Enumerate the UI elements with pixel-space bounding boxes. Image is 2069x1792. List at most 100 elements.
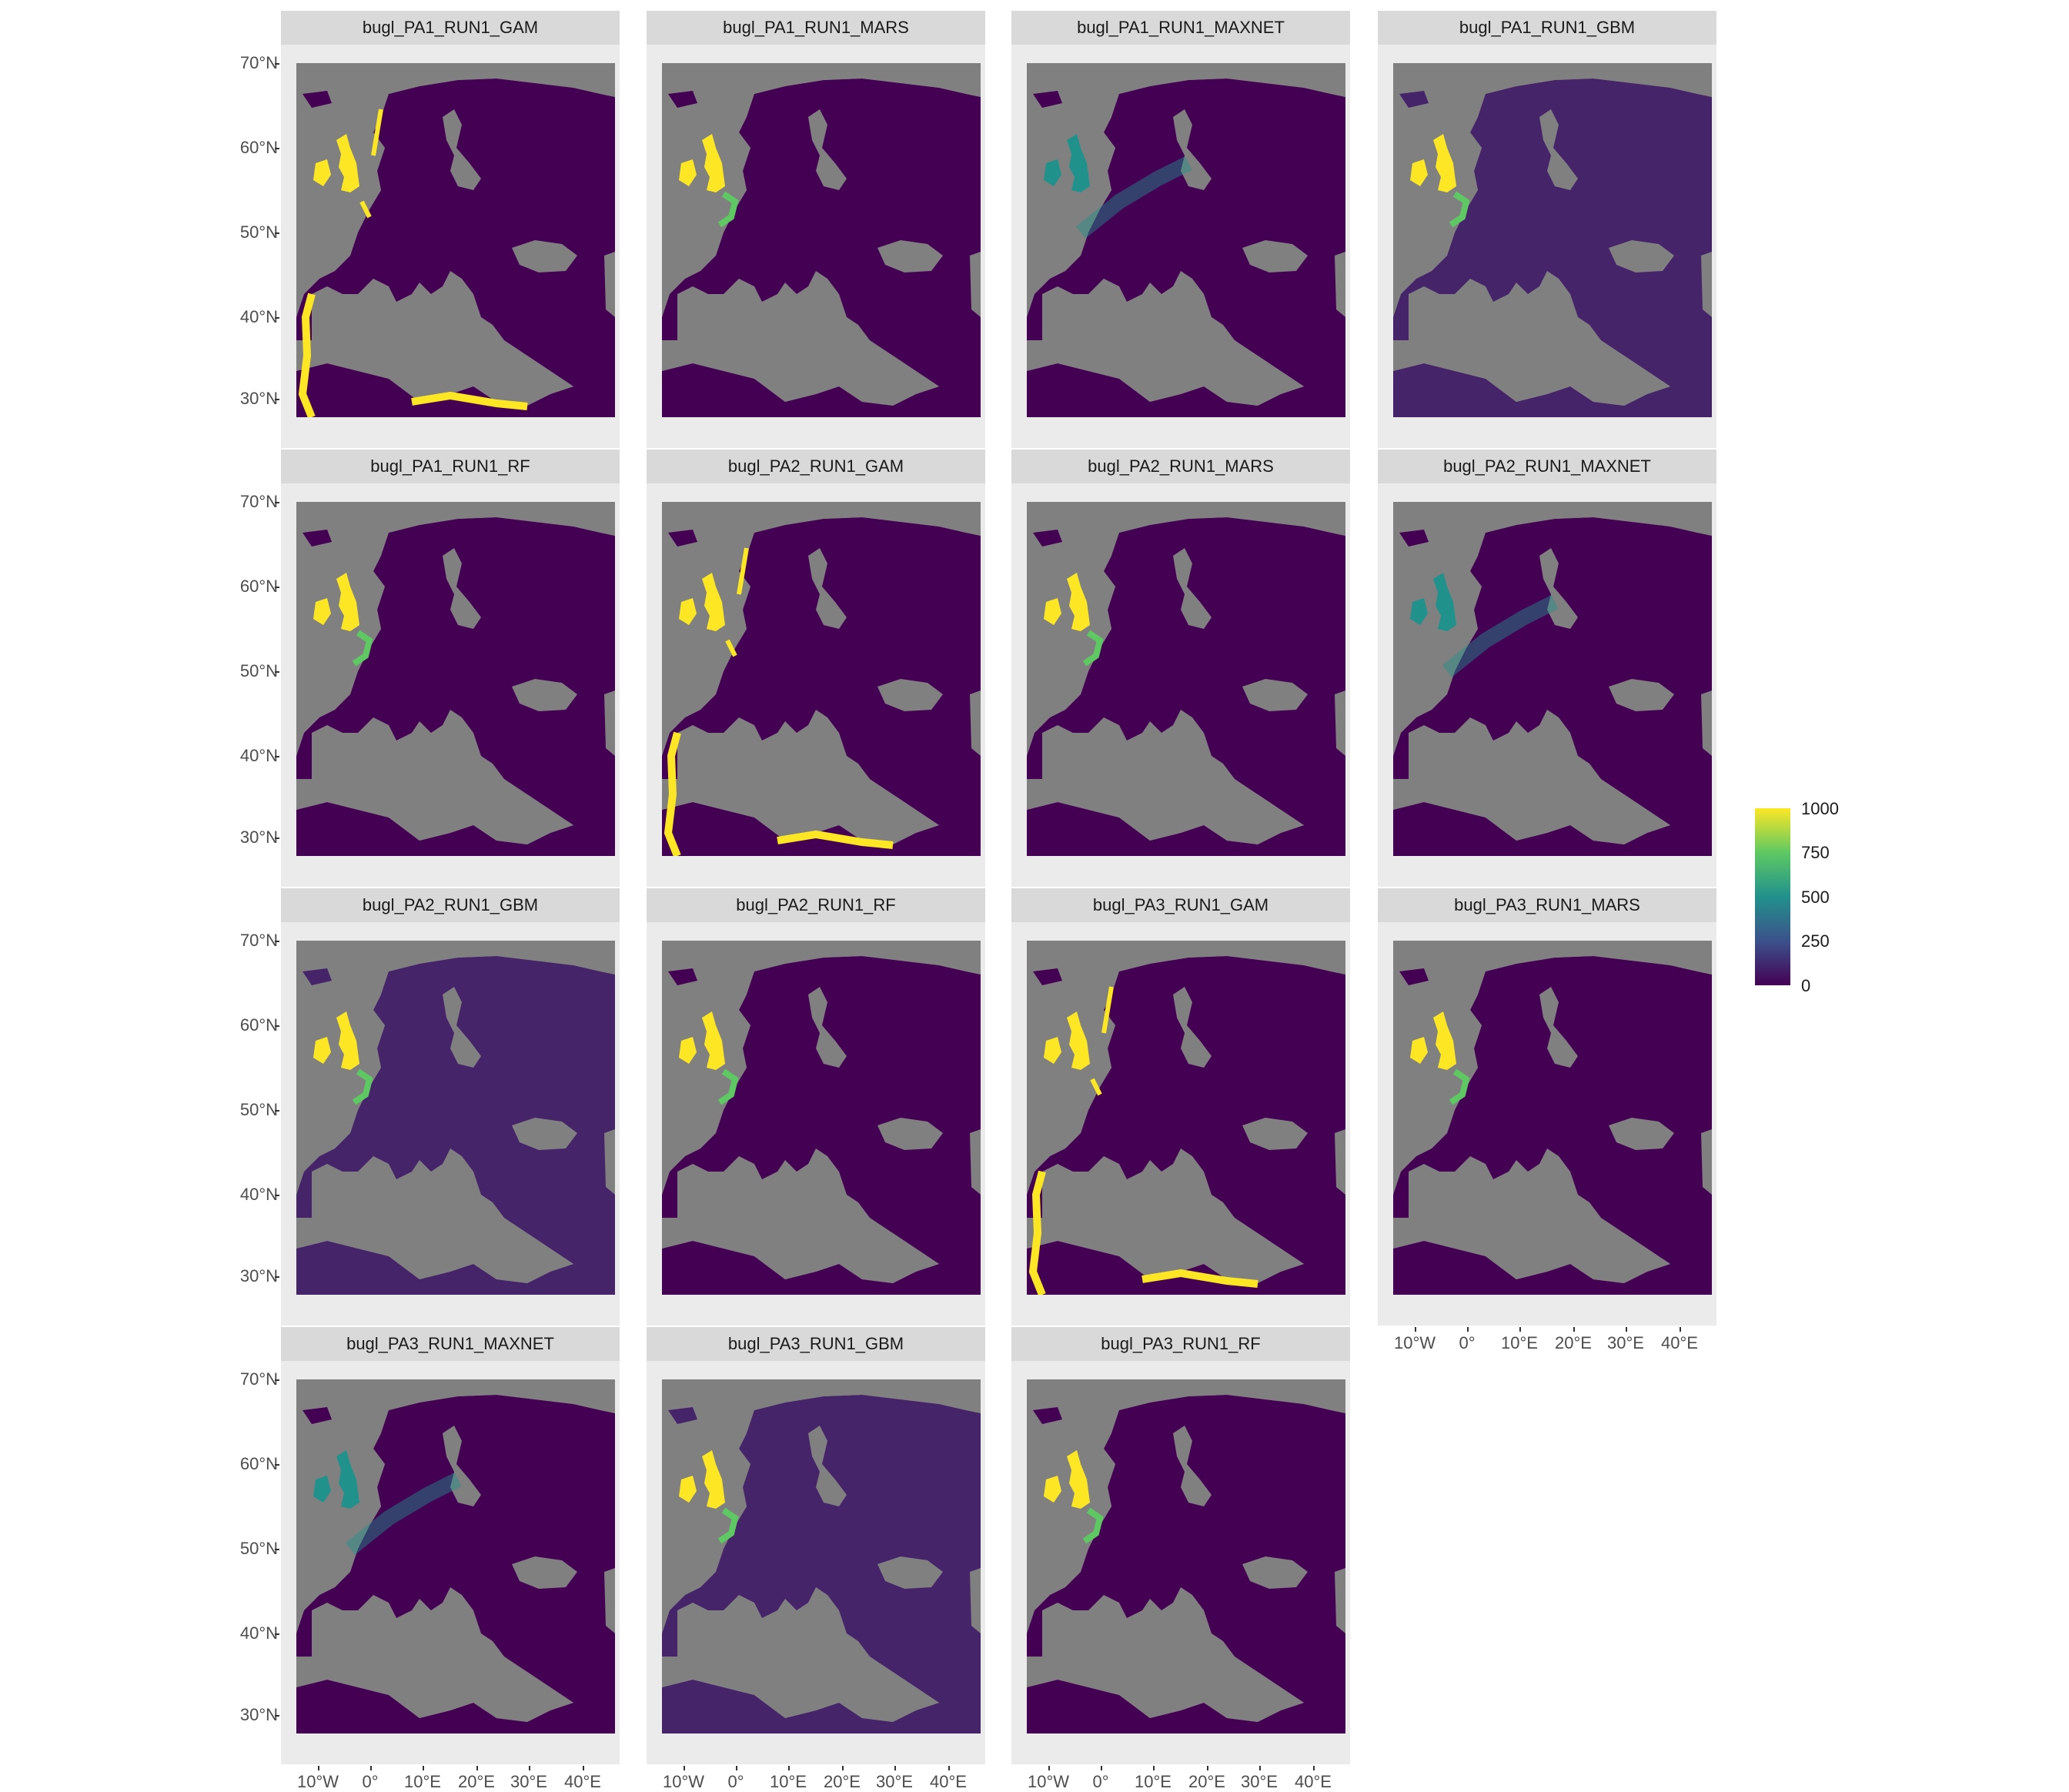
y-tick-mark [275, 587, 279, 588]
island-iceland [1033, 1407, 1062, 1424]
island-britain [1067, 1450, 1090, 1509]
x-tick-label: 0° [1459, 1333, 1476, 1352]
facet-strip-title: bugl_PA1_RUN1_MARS [647, 11, 985, 45]
plot-area [1011, 483, 1350, 887]
map-raster [296, 1379, 615, 1733]
sea-region [604, 252, 615, 317]
moderate-suitability-band [1442, 595, 1559, 677]
land-europe [296, 956, 615, 1295]
x-tick-mark [1259, 1766, 1261, 1770]
x-tick-mark [318, 1766, 319, 1770]
y-tick-label: 50°N [239, 661, 278, 680]
island-iceland [668, 530, 697, 547]
coastal-suitability-band [352, 630, 373, 667]
sea-region [808, 548, 847, 629]
coastal-suitability-band [717, 1507, 739, 1544]
land-north-africa [1393, 363, 1712, 417]
island-iceland [1399, 530, 1429, 547]
facet-strip-title: bugl_PA2_RUN1_RF [647, 888, 985, 922]
y-tick-mark [275, 1549, 279, 1550]
island-ireland [1044, 1037, 1061, 1064]
island-iceland [1033, 91, 1062, 108]
island-britain [1067, 1011, 1090, 1070]
x-tick-label: 40°E [1295, 1772, 1332, 1791]
sea-region [389, 502, 615, 536]
island-iceland [1033, 530, 1062, 547]
land-europe [662, 1395, 981, 1733]
y-tick-mark [275, 1715, 279, 1717]
x-tick-mark [423, 1766, 424, 1770]
sea-region [1242, 1118, 1308, 1150]
x-tick-label: 10°W [1393, 1333, 1436, 1352]
y-tick-mark [275, 1379, 279, 1381]
legend-label-1000: 1000 [1801, 799, 1839, 818]
y-tick-mark [275, 148, 279, 149]
sea-region [970, 690, 981, 756]
island-iceland [668, 91, 697, 108]
island-iceland [1399, 968, 1429, 985]
sea-region [1335, 252, 1345, 317]
y-tick-label: 60°N [239, 1454, 278, 1473]
facet-strip-title: bugl_PA2_RUN1_MAXNET [1378, 450, 1716, 483]
facet-panel: bugl_PA1_RUN1_RF 70°N 60°N 50°N 40°N 30°N [240, 450, 620, 887]
map-raster [296, 941, 615, 1295]
sea-region [662, 1641, 939, 1722]
land-north-africa [1027, 802, 1345, 856]
facet-strip-title: bugl_PA3_RUN1_RF [1011, 1327, 1350, 1361]
island-ireland [1044, 598, 1061, 625]
facet-panel: bugl_PA1_RUN1_MARS [647, 11, 985, 448]
sea-region [1335, 690, 1345, 756]
x-tick-mark [1680, 1327, 1681, 1332]
y-tick-mark [275, 1110, 279, 1112]
sea-region [877, 679, 943, 711]
y-tick-mark [275, 941, 279, 942]
x-tick-mark [1519, 1327, 1521, 1332]
facet-panel: bugl_PA1_RUN1_MAXNET [1011, 11, 1350, 448]
land-europe [662, 956, 981, 1295]
sea-region [970, 1568, 981, 1633]
land-north-africa [1393, 1241, 1712, 1295]
sea-region [512, 1118, 577, 1150]
island-britain [702, 1011, 725, 1070]
y-tick-mark [275, 502, 279, 503]
coastal-suitability-band [359, 109, 383, 219]
y-tick-mark [275, 837, 279, 839]
y-tick-mark [275, 399, 279, 400]
coastal-suitability-band [1090, 986, 1114, 1096]
island-iceland [1399, 91, 1429, 108]
y-tick-label: 70°N [239, 492, 278, 511]
land-europe [662, 517, 981, 856]
island-britain [336, 1450, 359, 1509]
coastal-suitability-band [725, 547, 749, 657]
island-iceland [302, 530, 332, 547]
legend-label-250: 250 [1801, 931, 1830, 951]
plot-area: 70°N 60°N 50°N 40°N 30°N [240, 45, 620, 448]
map-raster [296, 63, 615, 417]
sea-region [443, 987, 481, 1068]
x-tick-label: 20°E [1555, 1333, 1592, 1352]
sea-region [877, 1556, 943, 1589]
sea-region [1173, 548, 1212, 629]
sea-region [1609, 240, 1674, 272]
x-tick-label: 10°E [770, 1772, 807, 1791]
island-ireland [313, 1476, 331, 1503]
coastal-suitability-band [1082, 630, 1104, 667]
map-raster [1027, 502, 1345, 856]
sea-region [1609, 1118, 1674, 1150]
y-tick-mark [275, 671, 279, 673]
sea-region [1027, 325, 1304, 406]
x-tick-mark [583, 1766, 584, 1770]
facet-panel: bugl_PA3_RUN1_RF 10°W 0° 10°E 20°E 30°E 40°E [1011, 1327, 1350, 1791]
map-raster [1027, 63, 1345, 417]
sea-region [1242, 1556, 1308, 1589]
facet-strip-title: bugl_PA3_RUN1_GAM [1011, 888, 1350, 922]
y-tick-label: 30°N [239, 1266, 278, 1285]
plot-area [1011, 45, 1350, 448]
sea-region [512, 240, 577, 272]
sea-region [389, 63, 615, 97]
map-raster [662, 63, 981, 417]
x-tick-mark [1313, 1766, 1315, 1770]
island-britain [336, 134, 359, 192]
facet-strip-title: bugl_PA1_RUN1_MAXNET [1011, 11, 1350, 45]
y-tick-label: 50°N [239, 1539, 278, 1558]
